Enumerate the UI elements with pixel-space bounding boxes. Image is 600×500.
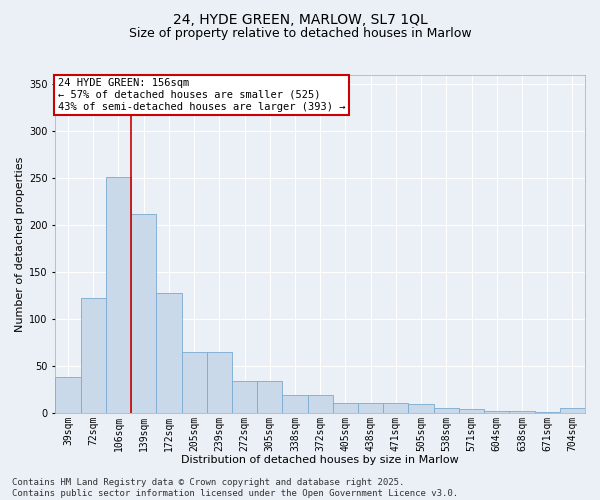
Bar	[283, 395, 308, 413]
Bar	[358, 404, 383, 413]
Bar	[535, 412, 560, 413]
Bar	[484, 411, 509, 413]
Text: 24, HYDE GREEN, MARLOW, SL7 1QL: 24, HYDE GREEN, MARLOW, SL7 1QL	[173, 12, 427, 26]
Bar	[131, 214, 157, 413]
Bar	[333, 404, 358, 413]
Bar	[434, 408, 459, 413]
Bar	[207, 352, 232, 413]
Bar	[509, 411, 535, 413]
Bar	[383, 404, 409, 413]
Bar	[409, 404, 434, 413]
Bar	[308, 395, 333, 413]
Bar	[459, 409, 484, 413]
Bar	[560, 408, 585, 413]
Bar	[257, 381, 283, 413]
Text: 24 HYDE GREEN: 156sqm
← 57% of detached houses are smaller (525)
43% of semi-det: 24 HYDE GREEN: 156sqm ← 57% of detached …	[58, 78, 346, 112]
Bar	[232, 381, 257, 413]
Bar	[157, 292, 182, 413]
Text: Size of property relative to detached houses in Marlow: Size of property relative to detached ho…	[128, 28, 472, 40]
Bar	[80, 298, 106, 413]
Bar	[55, 377, 80, 413]
X-axis label: Distribution of detached houses by size in Marlow: Distribution of detached houses by size …	[181, 455, 459, 465]
Bar	[106, 178, 131, 413]
Text: Contains HM Land Registry data © Crown copyright and database right 2025.
Contai: Contains HM Land Registry data © Crown c…	[12, 478, 458, 498]
Bar	[182, 352, 207, 413]
Y-axis label: Number of detached properties: Number of detached properties	[15, 156, 25, 332]
